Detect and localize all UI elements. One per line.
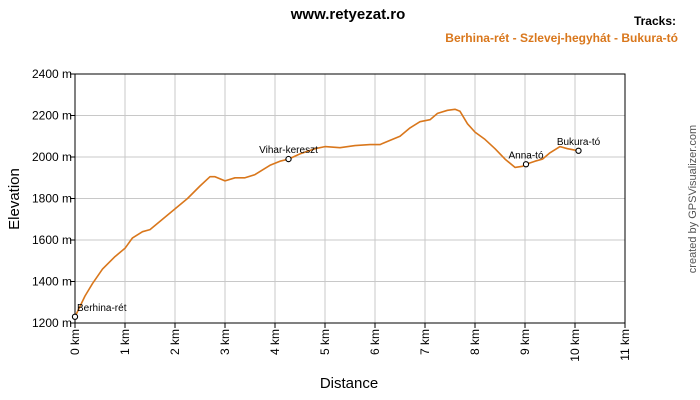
x-tick-label: 11 km: [618, 329, 632, 361]
x-tick-label: 3 km: [218, 329, 232, 355]
x-tick-label: 10 km: [568, 329, 582, 362]
waypoint-marker: [522, 161, 530, 168]
x-tick-label: 6 km: [368, 329, 382, 355]
credit-text: created by GPSVisualizer.com: [687, 125, 699, 273]
x-axis-title: Distance: [320, 375, 378, 392]
series-group: [74, 108, 579, 318]
y-tick-label: 1800 m: [32, 192, 72, 206]
waypoint-label: Anna-tó: [508, 150, 543, 161]
y-tick-label: 1400 m: [32, 275, 72, 289]
waypoint-label: Berhina-rét: [77, 303, 127, 314]
x-tick-label: 0 km: [68, 329, 82, 355]
waypoint-label: Bukura-tó: [557, 137, 601, 148]
x-tick-label: 4 km: [268, 329, 282, 355]
y-tick-label: 2200 m: [32, 109, 72, 123]
waypoints-group: Berhina-rét Vihar-kereszt Anna-tó Bukura-tó: [71, 137, 601, 320]
site-title[interactable]: www.retyezat.ro: [290, 6, 405, 23]
y-tick-label: 1200 m: [32, 316, 72, 330]
x-axis-ticks: 0 km 1 km 2 km 3 km 4 km 5 km 6 km 7 km 8 km 9 km…: [68, 323, 632, 362]
waypoint-marker: [71, 313, 79, 320]
x-tick-label: 1 km: [118, 329, 132, 355]
x-tick-label: 9 km: [518, 329, 532, 355]
x-tick-label: 8 km: [468, 329, 482, 355]
y-axis-ticks: 1200 m 1400 m 1600 m 1800 m 2000 m 2200 m 2400…: [32, 67, 75, 330]
waypoint-marker: [285, 155, 292, 163]
x-tick-label: 2 km: [168, 329, 182, 355]
y-tick-label: 1600 m: [32, 233, 72, 247]
waypoint-marker: [575, 147, 582, 154]
y-tick-label: 2400 m: [32, 67, 72, 81]
tracks-label: Tracks:: [634, 14, 676, 28]
elevation-line: [74, 108, 579, 318]
x-tick-label: 7 km: [418, 329, 432, 355]
track-name: Berhina-rét - Szlevej-hegyhát - Bukura-t…: [445, 31, 678, 45]
y-tick-label: 2000 m: [32, 150, 72, 164]
waypoint-label: Vihar-kereszt: [259, 145, 318, 156]
grid-lines: [75, 73, 626, 323]
y-axis-title: Elevation: [6, 168, 23, 230]
x-tick-label: 5 km: [318, 329, 332, 355]
